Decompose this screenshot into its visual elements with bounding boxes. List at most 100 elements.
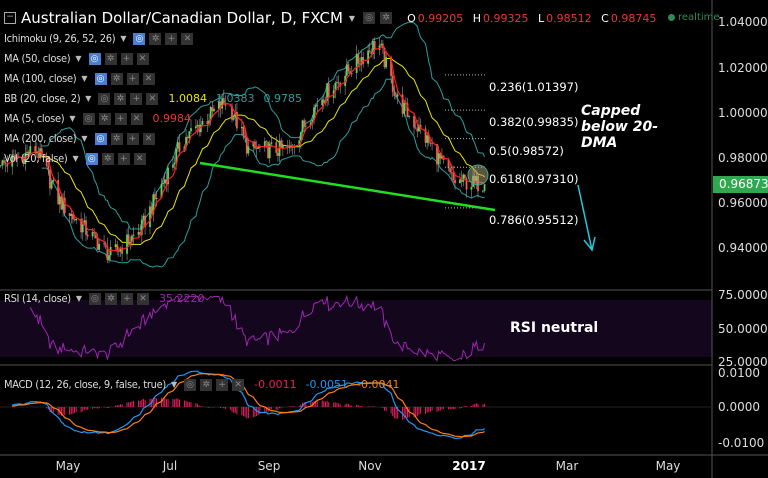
bollinger-upper-band [41, 21, 486, 230]
chevron-down-icon[interactable]: ▼ [85, 94, 92, 103]
ma5-line [7, 44, 485, 253]
symbol-title[interactable]: Australian Dollar/Canadian Dollar, D, FX… [21, 9, 343, 27]
rsi-label[interactable]: RSI (14, close) [4, 292, 71, 305]
plus-icon[interactable]: + [120, 52, 133, 65]
candle [326, 83, 329, 101]
close-icon[interactable]: ✕ [181, 32, 194, 45]
candle [413, 116, 415, 128]
eye-icon[interactable]: ◎ [85, 152, 98, 165]
eye-icon[interactable]: ◎ [94, 72, 107, 85]
gear-icon[interactable]: ✲ [380, 12, 393, 24]
indicator-value: 0.9984 [152, 112, 192, 125]
plus-icon[interactable]: + [130, 92, 143, 105]
candle [4, 162, 7, 165]
plus-icon[interactable]: + [117, 152, 130, 165]
gear-icon[interactable]: ✲ [200, 378, 213, 391]
plus-icon[interactable]: + [120, 292, 133, 305]
candle [290, 144, 292, 146]
eye-icon[interactable]: ◎ [88, 52, 101, 65]
close-icon[interactable]: ✕ [133, 152, 146, 165]
candle [321, 99, 324, 106]
candle [199, 124, 202, 133]
close-icon[interactable]: ✕ [142, 72, 155, 85]
chevron-down-icon[interactable]: ▼ [72, 154, 79, 163]
indicator-label[interactable]: MA (200, close) [4, 132, 77, 145]
plus-icon[interactable]: + [126, 72, 139, 85]
indicator-label[interactable]: MA (5, close) [4, 112, 65, 125]
plus-icon[interactable]: + [216, 378, 229, 391]
gear-icon[interactable]: ✲ [110, 72, 123, 85]
candle [75, 218, 78, 221]
eye-icon[interactable]: ◎ [82, 112, 95, 125]
candle [270, 142, 273, 144]
chevron-down-icon[interactable]: ▼ [348, 13, 356, 23]
close-icon[interactable]: ✕ [130, 112, 143, 125]
eye-icon[interactable]: ◎ [363, 12, 376, 24]
candle [152, 194, 155, 215]
gear-icon[interactable]: ✲ [98, 112, 111, 125]
candle [62, 197, 64, 210]
gear-icon[interactable]: ✲ [149, 32, 162, 45]
plus-icon[interactable]: + [114, 112, 127, 125]
candle [68, 213, 71, 216]
symbol-title-row: − Australian Dollar/Canadian Dollar, D, … [4, 9, 656, 27]
chevron-down-icon[interactable]: ▼ [75, 54, 82, 63]
plus-icon[interactable]: + [165, 32, 178, 45]
plus-icon[interactable]: + [126, 132, 139, 145]
candle [129, 242, 132, 245]
collapse-icon[interactable]: − [4, 12, 16, 24]
candle [219, 101, 222, 109]
candle [427, 135, 430, 143]
indicator-label[interactable]: BB (20, close, 2) [4, 92, 81, 105]
gear-icon[interactable]: ✲ [101, 152, 114, 165]
candle [460, 179, 463, 182]
candle [1, 160, 4, 166]
chevron-down-icon[interactable]: ▼ [69, 114, 76, 123]
candle [452, 173, 455, 180]
indicator-label[interactable]: MA (50, close) [4, 52, 71, 65]
close-icon[interactable]: ✕ [146, 92, 159, 105]
candle [213, 108, 215, 112]
candle [11, 154, 14, 167]
close-icon[interactable]: ✕ [142, 132, 155, 145]
chevron-down-icon[interactable]: ▼ [170, 380, 178, 389]
indicator-label[interactable]: Vol (20, false) [4, 152, 68, 165]
macd-tick: -0.0100 [718, 436, 765, 450]
macd-tick: 0.0000 [718, 400, 760, 414]
close-icon[interactable]: ✕ [136, 52, 149, 65]
candle [470, 186, 473, 190]
eye-icon[interactable]: ◎ [94, 132, 107, 145]
close-icon[interactable]: ✕ [136, 292, 149, 305]
rsi-line [29, 294, 486, 362]
chevron-down-icon[interactable]: ▼ [75, 294, 82, 303]
gear-icon[interactable]: ✲ [114, 92, 127, 105]
candle [195, 126, 197, 129]
chevron-down-icon[interactable]: ▼ [81, 134, 88, 143]
chevron-down-icon[interactable]: ▼ [81, 74, 88, 83]
gear-icon[interactable]: ✲ [104, 292, 117, 305]
rsi-note[interactable]: RSI neutral [510, 320, 599, 336]
eye-icon[interactable]: ◎ [88, 292, 101, 305]
close-icon[interactable]: ✕ [232, 378, 245, 391]
eye-icon[interactable]: ◎ [133, 32, 146, 45]
candle [209, 107, 212, 121]
candle [268, 143, 271, 159]
eye-icon[interactable]: ◎ [184, 378, 197, 391]
candle [298, 140, 301, 147]
macd-label[interactable]: MACD (12, 26, close, 9, false, true) [4, 378, 166, 391]
fib-level-label: 0.236(1.01397) [489, 79, 579, 94]
candle [450, 172, 453, 174]
capped-note[interactable]: Capped below 20-DMA [581, 103, 659, 151]
candle [459, 179, 461, 184]
indicator-label[interactable]: Ichimoku (9, 26, 52, 26) [4, 32, 116, 45]
eye-icon[interactable]: ◎ [98, 92, 111, 105]
chevron-down-icon[interactable]: ▼ [120, 34, 127, 43]
candle [137, 232, 140, 235]
gear-icon[interactable]: ✲ [110, 132, 123, 145]
candle [337, 82, 340, 84]
candle [140, 219, 143, 235]
indicator-label[interactable]: MA (100, close) [4, 72, 77, 85]
candle [139, 232, 142, 235]
gear-icon[interactable]: ✲ [104, 52, 117, 65]
